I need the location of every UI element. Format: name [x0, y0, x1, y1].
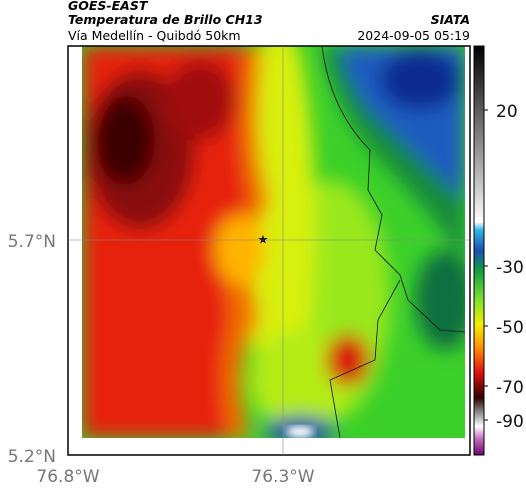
lon-tick-label: 76.8°W — [36, 467, 99, 487]
colorbar — [473, 45, 485, 456]
colorbar-ticks: 20 -30 -50 -70 -90 — [484, 102, 524, 432]
region: Vía Medellín - Quibdó 50km — [68, 28, 241, 43]
colorbar-tick-label: 20 — [496, 102, 518, 122]
satellite-image: ★ — [82, 46, 465, 438]
colorbar-tick-label: -70 — [496, 378, 524, 398]
svg-text:★: ★ — [258, 233, 269, 247]
source: SIATA — [431, 12, 470, 27]
colorbar-tick-label: -30 — [496, 258, 524, 278]
lat-tick-label: 5.2°N — [8, 447, 56, 467]
colorbar-tick-label: -50 — [496, 318, 524, 338]
satellite: GOES-EAST — [68, 0, 149, 13]
product: Temperatura de Brillo CH13 — [68, 12, 263, 27]
map-frame — [67, 45, 471, 456]
lat-tick-label: 5.7°N — [8, 232, 56, 252]
colorbar-tick-label: -90 — [496, 412, 524, 432]
lon-tick-label: 76.3°W — [251, 467, 314, 487]
datetime: 2024-09-05 05:19 — [357, 28, 470, 43]
